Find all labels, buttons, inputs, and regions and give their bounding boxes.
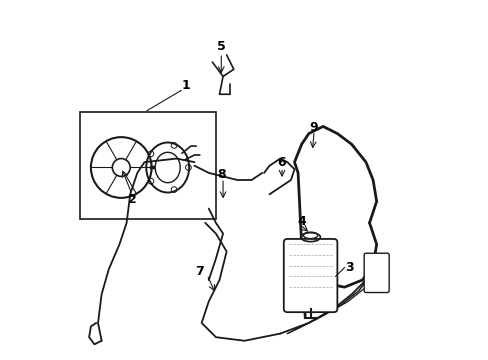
- FancyBboxPatch shape: [364, 253, 388, 293]
- Text: 2: 2: [127, 193, 136, 206]
- Text: 3: 3: [345, 261, 353, 274]
- FancyBboxPatch shape: [80, 112, 216, 219]
- Text: 7: 7: [195, 265, 204, 278]
- Text: 9: 9: [309, 121, 318, 134]
- Text: 8: 8: [217, 168, 225, 181]
- Text: 6: 6: [277, 156, 286, 169]
- Text: 5: 5: [217, 40, 225, 53]
- Text: 1: 1: [181, 79, 189, 92]
- Text: 4: 4: [297, 215, 305, 228]
- FancyBboxPatch shape: [283, 239, 337, 312]
